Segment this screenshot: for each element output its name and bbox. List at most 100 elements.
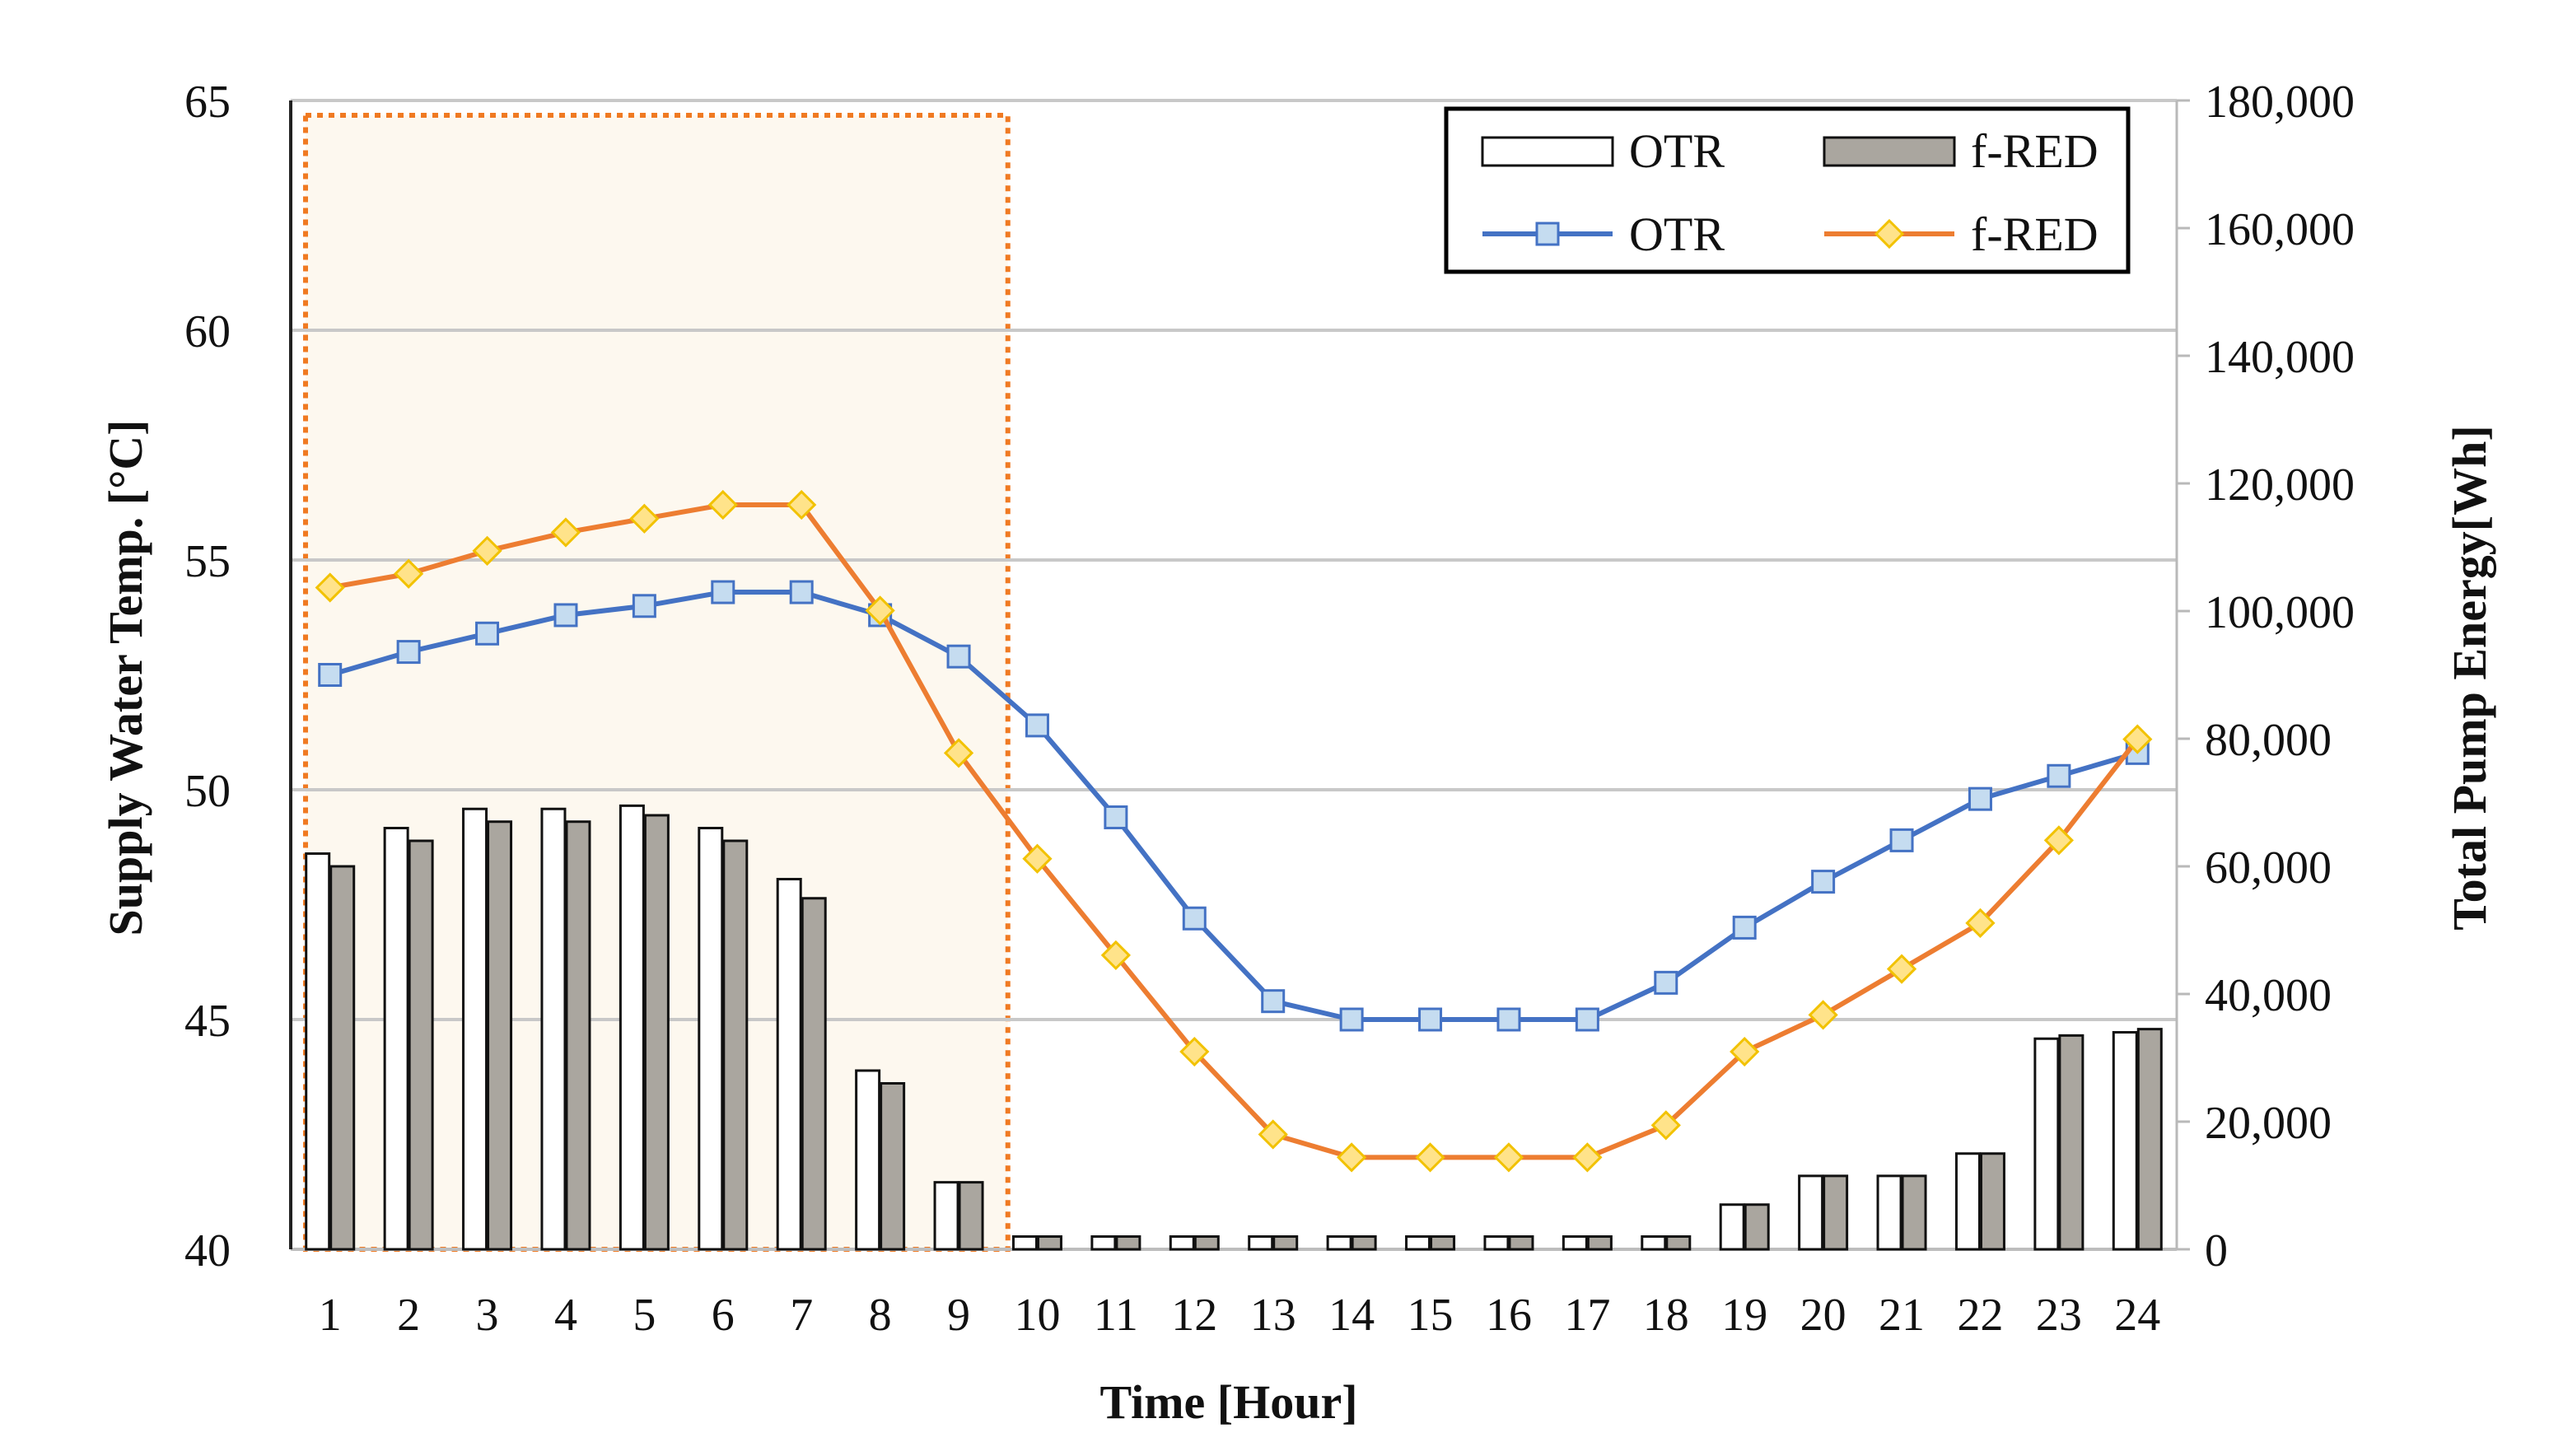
right-axis-title: Total Pump Energy[Wh] <box>2443 425 2496 930</box>
legend-line-otr-label: OTR <box>1629 208 1725 261</box>
bar-f-red <box>1823 1174 1849 1251</box>
bar-f-red <box>1508 1235 1534 1251</box>
point-otr <box>1496 1007 1521 1032</box>
bar-otr <box>1248 1235 1274 1251</box>
x-tick-label: 13 <box>1250 1290 1296 1341</box>
bar-otr <box>776 878 802 1251</box>
bar-f-red <box>2058 1034 2084 1251</box>
point-otr <box>318 663 343 687</box>
x-tick-label: 4 <box>554 1290 577 1341</box>
point-f-red <box>1572 1142 1603 1173</box>
point-otr <box>475 621 500 646</box>
point-otr <box>1654 970 1678 995</box>
bar-f-red <box>1115 1235 1141 1251</box>
legend-line-fred-marker <box>1874 218 1905 250</box>
bar-otr <box>305 852 331 1251</box>
x-tick-label: 2 <box>397 1290 420 1341</box>
bar-otr <box>1090 1235 1117 1251</box>
x-tick-label: 6 <box>712 1290 735 1341</box>
x-tick-label: 16 <box>1486 1290 1532 1341</box>
point-otr <box>1575 1007 1599 1032</box>
bar-otr <box>462 807 488 1251</box>
point-f-red <box>472 535 502 566</box>
point-f-red <box>1730 1036 1760 1067</box>
point-f-red <box>1886 954 1917 984</box>
left-axis-ticks: 40 45 50 55 60 65 <box>184 77 231 1276</box>
bar-f-red <box>1272 1235 1299 1251</box>
point-otr <box>632 594 656 618</box>
bar-f-red <box>1430 1235 1456 1251</box>
x-tick-label: 7 <box>790 1290 813 1341</box>
left-axis-title: Supply Water Temp. [°C] <box>99 420 152 936</box>
right-axis-ticks: 0 20,000 40,000 60,000 80,000 100,000 120,000 1… <box>2177 77 2355 1276</box>
left-tick-label: 50 <box>184 766 231 817</box>
x-tick-label: 15 <box>1408 1290 1454 1341</box>
point-otr <box>1889 828 1914 852</box>
bar-otr <box>1562 1235 1588 1251</box>
point-f-red <box>2122 724 2153 754</box>
bar-otr <box>1326 1235 1352 1251</box>
line-f-red <box>329 502 2140 1160</box>
gridlines <box>291 99 2177 1251</box>
bar-f-red <box>722 839 749 1251</box>
bar-otr <box>1641 1235 1667 1251</box>
point-f-red <box>1022 843 1053 874</box>
x-tick-label: 11 <box>1094 1290 1138 1341</box>
x-tick-label: 23 <box>2036 1290 2082 1341</box>
legend-bar-otr-swatch <box>1481 136 1614 167</box>
line-series-group <box>315 489 2153 1173</box>
bar-otr <box>2112 1031 2138 1251</box>
point-f-red <box>1650 1110 1681 1141</box>
right-tick-label: 140,000 <box>2205 332 2355 383</box>
left-tick-label: 55 <box>184 536 231 587</box>
bar-otr <box>1483 1235 1510 1251</box>
x-tick-label: 24 <box>2114 1290 2160 1341</box>
point-f-red <box>394 558 424 589</box>
left-tick-label: 65 <box>184 77 231 128</box>
point-otr <box>1261 989 1286 1014</box>
left-tick-label: 40 <box>184 1225 231 1276</box>
bar-otr <box>1169 1235 1195 1251</box>
point-otr <box>2047 763 2071 788</box>
bar-f-red <box>329 865 356 1251</box>
right-tick-label: 20,000 <box>2205 1098 2332 1149</box>
x-tick-label: 22 <box>1957 1290 2003 1341</box>
legend-line-otr-marker <box>1535 222 1560 246</box>
point-f-red <box>865 595 895 626</box>
point-f-red <box>315 572 345 603</box>
x-tick-label: 3 <box>476 1290 499 1341</box>
bar-f-red <box>958 1181 984 1251</box>
legend-bar-fred-label: f-RED <box>1971 124 2098 178</box>
bar-f-red <box>1901 1174 1927 1251</box>
bar-otr <box>540 807 567 1251</box>
point-f-red <box>1493 1142 1524 1173</box>
legend-box <box>1444 106 2131 274</box>
x-axis-title: Time [Hour] <box>1099 1375 1357 1429</box>
x-tick-label: 8 <box>869 1290 892 1341</box>
bar-f-red <box>1586 1235 1613 1251</box>
right-tick-label: 60,000 <box>2205 842 2332 894</box>
point-otr <box>1732 915 1757 940</box>
point-otr <box>946 644 971 669</box>
bar-otr <box>698 827 724 1251</box>
bar-otr <box>933 1181 959 1251</box>
legend: OTR f-RED OTR f-RED <box>1444 106 2131 274</box>
bar-otr <box>1876 1174 1902 1251</box>
bar-f-red <box>1193 1235 1220 1251</box>
bar-f-red <box>643 814 670 1251</box>
right-tick-label: 0 <box>2205 1225 2228 1276</box>
bar-otr <box>1405 1235 1431 1251</box>
x-tick-label: 1 <box>319 1290 342 1341</box>
point-otr <box>789 580 814 604</box>
point-f-red <box>707 489 738 520</box>
bar-otr <box>1798 1174 1824 1251</box>
x-tick-label: 19 <box>1721 1290 1767 1341</box>
point-f-red <box>2043 825 2074 856</box>
point-f-red <box>550 517 581 548</box>
left-tick-label: 45 <box>184 996 231 1047</box>
right-tick-label: 80,000 <box>2205 715 2332 766</box>
x-tick-label: 12 <box>1171 1290 1217 1341</box>
right-tick-label: 180,000 <box>2205 77 2355 128</box>
point-otr <box>711 580 735 604</box>
